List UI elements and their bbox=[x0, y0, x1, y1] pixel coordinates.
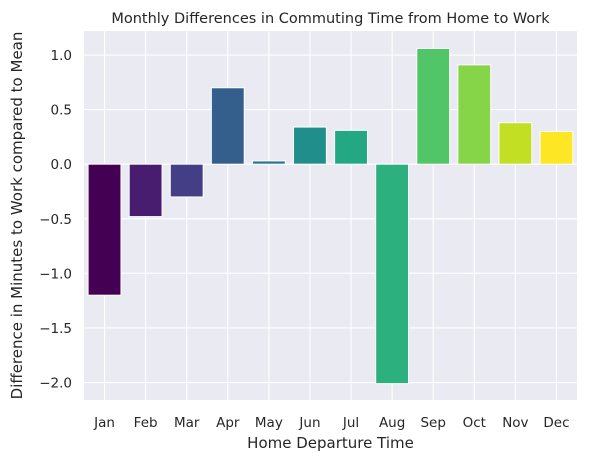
x-tick-label: Oct bbox=[463, 415, 486, 431]
bar-jul bbox=[335, 130, 368, 164]
x-tick-label: Jun bbox=[298, 415, 320, 431]
y-tick-label: −0.5 bbox=[39, 212, 72, 228]
bar-jun bbox=[294, 127, 327, 164]
x-tick-label: Nov bbox=[502, 415, 528, 431]
y-tick-label: −1.5 bbox=[39, 321, 72, 337]
x-tick-label: May bbox=[255, 415, 283, 431]
x-tick-label: Mar bbox=[174, 415, 200, 431]
bar-may bbox=[252, 161, 285, 164]
bar-nov bbox=[499, 123, 532, 164]
x-tick-label: Feb bbox=[134, 415, 158, 431]
bar-oct bbox=[458, 65, 491, 164]
x-tick-label: Jan bbox=[93, 415, 115, 431]
bar-aug bbox=[376, 164, 409, 383]
x-tick-label: Dec bbox=[543, 415, 569, 431]
y-tick-label: 1.0 bbox=[51, 48, 72, 64]
x-tick-label: Aug bbox=[379, 415, 405, 431]
y-tick-labels: −2.0 −1.5 −1.0 −0.5 0.0 0.5 1.0 bbox=[39, 48, 72, 392]
y-tick-label: 0.5 bbox=[51, 103, 72, 119]
bar-jan bbox=[88, 164, 121, 295]
y-tick-label: −2.0 bbox=[39, 376, 72, 392]
x-tick-label: Sep bbox=[420, 415, 445, 431]
y-tick-label: 0.0 bbox=[51, 157, 72, 173]
y-tick-label: −1.0 bbox=[39, 266, 72, 282]
bar-feb bbox=[129, 164, 162, 216]
y-axis-label: Difference in Minutes to Work compared t… bbox=[8, 32, 26, 400]
bar-mar bbox=[170, 164, 203, 197]
bar-dec bbox=[540, 131, 573, 164]
x-tick-label: Apr bbox=[216, 415, 240, 431]
x-tick-labels: Jan Feb Mar Apr May Jun Jul Aug Sep Oct Nov Dec bbox=[93, 415, 569, 431]
x-axis-label: Home Departure Time bbox=[247, 434, 414, 452]
bar-sep bbox=[417, 48, 450, 164]
bar-apr bbox=[211, 88, 244, 164]
x-tick-label: Jul bbox=[342, 415, 359, 431]
chart-title: Monthly Differences in Commuting Time fr… bbox=[111, 11, 550, 27]
